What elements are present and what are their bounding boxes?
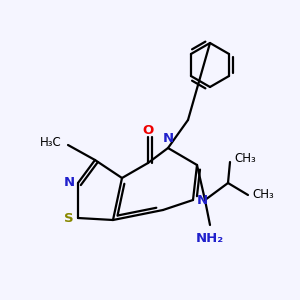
Text: N: N [63,176,75,190]
Text: NH₂: NH₂ [196,232,224,245]
Text: H₃C: H₃C [40,136,62,148]
Text: CH₃: CH₃ [234,152,256,164]
Text: CH₃: CH₃ [252,188,274,202]
Text: N: N [196,194,208,206]
Text: O: O [142,124,154,137]
Text: S: S [64,212,74,224]
Text: N: N [162,133,174,146]
